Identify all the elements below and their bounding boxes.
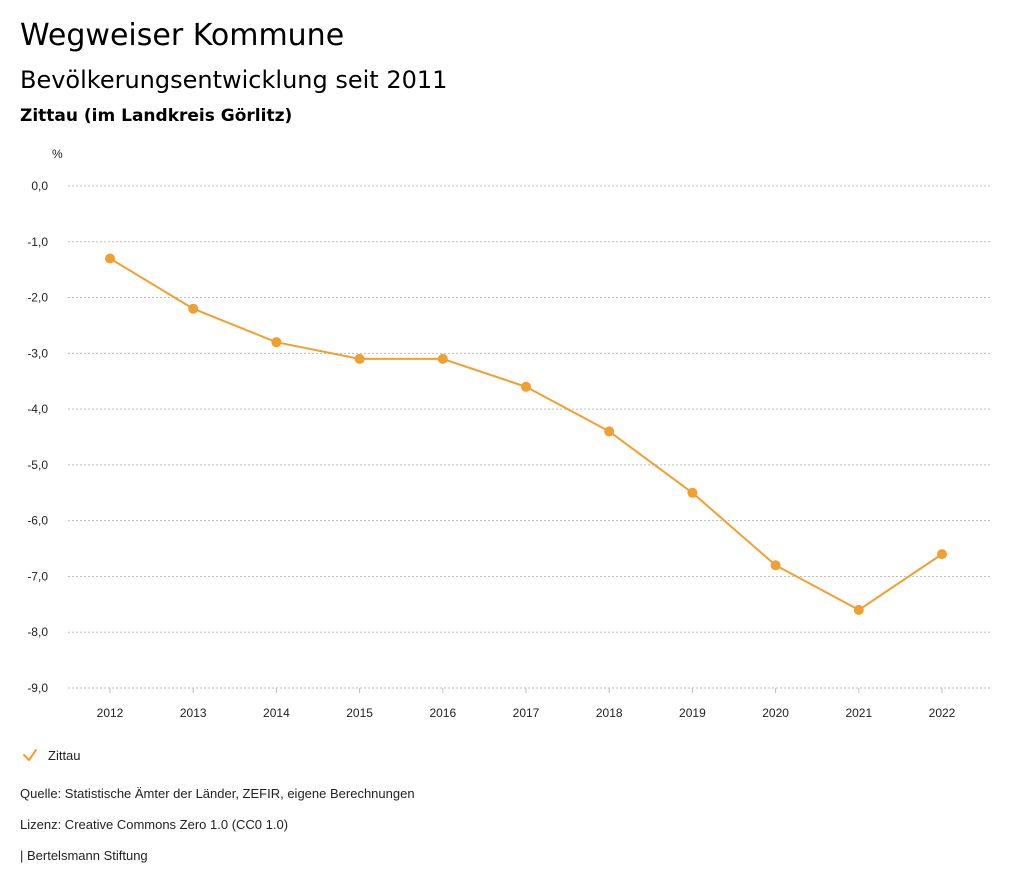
data-point[interactable] xyxy=(271,337,282,348)
x-tick-label: 2014 xyxy=(263,706,290,720)
region-label: Zittau (im Landkreis Görlitz) xyxy=(20,106,293,126)
y-tick-label: -1,0 xyxy=(27,235,48,249)
y-tick-label: -4,0 xyxy=(27,402,48,416)
checkmark-icon xyxy=(23,749,37,761)
x-tick-label: 2016 xyxy=(429,706,456,720)
series-line xyxy=(109,257,943,611)
y-axis-unit-label: % xyxy=(52,147,63,161)
data-point[interactable] xyxy=(687,487,698,498)
line-chart: % 0,0 -1,0 -2,0 -3,0 -4,0 -5,0 -6,0 -7,0 -8,0 -9,… xyxy=(27,147,990,720)
y-axis-ticks: 0,0 -1,0 -2,0 -3,0 -4,0 -5,0 -6,0 -7,0 -8,0 -9,0 xyxy=(27,179,48,695)
y-tick-label: -2,0 xyxy=(27,291,48,305)
x-tick-label: 2020 xyxy=(762,706,789,720)
data-point[interactable] xyxy=(937,549,947,560)
publisher-note: | Bertelsmann Stiftung xyxy=(20,848,148,863)
y-tick-label: -9,0 xyxy=(27,681,48,695)
data-point[interactable] xyxy=(354,353,365,364)
y-tick-label: -6,0 xyxy=(27,514,48,528)
legend-item-zittau[interactable]: Zittau xyxy=(20,744,81,766)
page-title: Wegweiser Kommune xyxy=(20,18,345,53)
x-tick-label: 2017 xyxy=(513,706,540,720)
series-zittau xyxy=(105,253,947,615)
data-point[interactable] xyxy=(521,381,531,392)
y-tick-label: -5,0 xyxy=(27,458,48,472)
data-point[interactable] xyxy=(770,560,781,571)
data-point[interactable] xyxy=(105,253,115,264)
data-point[interactable] xyxy=(437,353,448,364)
source-note: Quelle: Statistische Ämter der Länder, Z… xyxy=(20,786,415,801)
grid-lines xyxy=(68,185,990,689)
x-tick-label: 2022 xyxy=(929,706,956,720)
x-tick-label: 2013 xyxy=(180,706,207,720)
x-tick-label: 2018 xyxy=(596,706,623,720)
y-tick-label: 0,0 xyxy=(31,179,48,193)
y-tick-label: -3,0 xyxy=(27,346,48,360)
x-tick-label: 2019 xyxy=(679,706,706,720)
data-point[interactable] xyxy=(853,604,864,615)
y-tick-label: -8,0 xyxy=(27,625,48,639)
x-tick-label: 2021 xyxy=(845,706,872,720)
data-point[interactable] xyxy=(188,303,199,314)
license-note: Lizenz: Creative Commons Zero 1.0 (CC0 1… xyxy=(20,817,289,832)
y-tick-label: -7,0 xyxy=(27,569,48,583)
chart-subtitle: Bevölkerungsentwicklung seit 2011 xyxy=(20,66,448,94)
legend-label: Zittau xyxy=(48,747,81,763)
x-tick-label: 2012 xyxy=(97,706,124,720)
x-tick-label: 2015 xyxy=(346,706,373,720)
x-axis-ticks: 2012 2013 2014 2015 2016 2017 2018 2019 2020 2021… xyxy=(97,688,956,720)
data-point[interactable] xyxy=(604,426,615,437)
